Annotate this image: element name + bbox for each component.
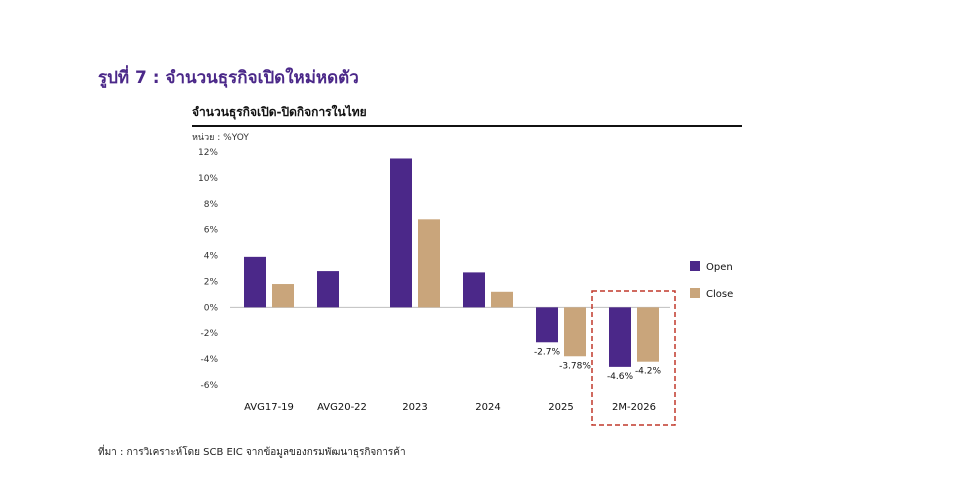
- y-tick-label: 8%: [204, 200, 219, 210]
- y-tick-label: 10%: [198, 174, 218, 184]
- x-category-label: 2025: [548, 402, 573, 413]
- x-category-label: 2M-2026: [612, 402, 656, 413]
- legend-label-close: Close: [706, 289, 733, 300]
- data-label: -2.7%: [534, 347, 561, 357]
- highlight-box: [591, 290, 676, 426]
- bar-open: [244, 256, 266, 308]
- bar-close: [637, 307, 659, 362]
- legend-swatch-open: [690, 261, 700, 271]
- legend-label-open: Open: [706, 262, 733, 273]
- x-category-label: AVG17-19: [244, 402, 294, 413]
- bar-close: [564, 307, 586, 357]
- y-tick-label: -6%: [200, 381, 218, 391]
- y-tick-label: 4%: [204, 252, 219, 262]
- y-tick-label: 0%: [204, 303, 219, 313]
- chart-title: จำนวนธุรกิจเปิด-ปิดกิจการในไทย: [192, 105, 367, 119]
- x-category-label: 2023: [402, 402, 427, 413]
- x-category-label: 2024: [475, 402, 500, 413]
- data-label: -3.78%: [559, 361, 591, 371]
- data-label: -4.6%: [607, 372, 634, 382]
- bar-open: [609, 307, 631, 367]
- unit-label: หน่วย : %YOY: [192, 133, 249, 143]
- y-tick-label: 12%: [198, 148, 218, 158]
- y-tick-label: -2%: [200, 329, 218, 339]
- bar-close: [418, 219, 440, 308]
- x-category-label: AVG20-22: [317, 402, 367, 413]
- legend-swatch-close: [690, 288, 700, 298]
- bar-open: [317, 271, 339, 308]
- source-note: ที่มา : การวิเคราะห์โดย SCB EIC จากข้อมู…: [98, 447, 406, 458]
- figure-title: รูปที่ 7 : จำนวนธุรกิจเปิดใหม่หดตัว: [98, 68, 359, 88]
- y-tick-label: -4%: [200, 355, 218, 365]
- bar-close: [491, 291, 513, 308]
- bar-open: [463, 272, 485, 308]
- bar-open: [536, 307, 558, 343]
- title-divider: [192, 125, 742, 127]
- bar-open: [390, 158, 412, 308]
- y-tick-label: 2%: [204, 277, 219, 287]
- bar-close: [272, 284, 294, 308]
- y-tick-label: 6%: [204, 226, 219, 236]
- data-label: -4.2%: [635, 367, 662, 377]
